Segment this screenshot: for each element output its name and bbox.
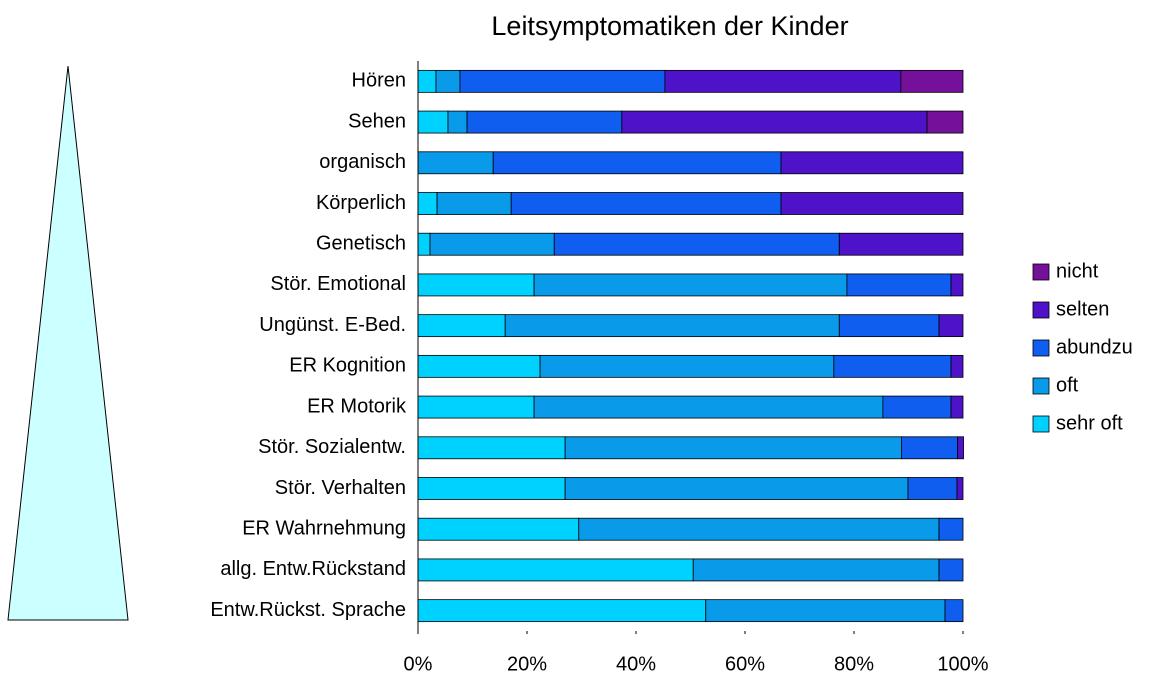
y-tick-label: Körperlich bbox=[316, 192, 406, 214]
legend-swatch bbox=[1032, 377, 1050, 395]
bar-segment bbox=[417, 232, 431, 256]
bar-segment bbox=[466, 110, 623, 134]
bar-segment bbox=[564, 436, 902, 460]
x-tick-label: 20% bbox=[507, 653, 547, 675]
bar-segment bbox=[417, 151, 494, 175]
bar-segment bbox=[938, 314, 964, 338]
bar-segment bbox=[950, 273, 964, 297]
bar-segment bbox=[564, 477, 909, 500]
decorative-triangle bbox=[7, 65, 129, 621]
y-tick-label: ER Kognition bbox=[289, 355, 406, 377]
y-tick-label: Ungünst. E-Bed. bbox=[259, 314, 406, 336]
chart-title: Leitsymptomatiken der Kinder bbox=[491, 11, 848, 41]
bar-segment bbox=[957, 436, 964, 460]
x-tick-label: 100% bbox=[937, 653, 988, 675]
bar-segment bbox=[447, 110, 468, 134]
y-tick-label: Stör. Verhalten bbox=[275, 477, 406, 499]
x-tick-label: 80% bbox=[834, 653, 874, 675]
bar-segment bbox=[533, 273, 848, 297]
legend-label: nicht bbox=[1056, 260, 1099, 282]
bar-segment bbox=[950, 395, 964, 419]
bar-segment bbox=[436, 192, 512, 215]
y-tick-label: Sehen bbox=[348, 110, 406, 132]
bar-segment bbox=[533, 395, 884, 419]
bar-segment bbox=[429, 232, 555, 256]
bar-segment bbox=[901, 436, 958, 460]
bar-segment bbox=[664, 69, 902, 93]
bar-segment bbox=[692, 558, 940, 582]
bar-segment bbox=[846, 273, 952, 297]
bar-segment bbox=[417, 558, 694, 582]
bar-segment bbox=[553, 232, 840, 256]
y-tick-label: organisch bbox=[319, 151, 406, 173]
bar-segment bbox=[417, 354, 541, 378]
bar-segment bbox=[539, 354, 835, 378]
bar-segment bbox=[417, 517, 580, 541]
bar-segment bbox=[780, 151, 964, 175]
bar-segment bbox=[417, 477, 566, 500]
bar-segment bbox=[956, 477, 964, 500]
bar-segment bbox=[938, 517, 964, 541]
bar-segment bbox=[435, 69, 461, 93]
legend-swatch bbox=[1032, 301, 1050, 319]
legend-label: sehr oft bbox=[1056, 412, 1123, 434]
bar-segment bbox=[417, 273, 535, 297]
bar-segment bbox=[907, 477, 958, 500]
bar-segment bbox=[417, 314, 506, 338]
bar-segment bbox=[838, 232, 964, 256]
bar-segment bbox=[492, 151, 782, 175]
bar-segment bbox=[417, 599, 707, 623]
legend-label: abundzu bbox=[1056, 336, 1133, 358]
legend-label: selten bbox=[1056, 298, 1109, 320]
bar-segment bbox=[621, 110, 928, 134]
y-tick-label: ER Motorik bbox=[307, 395, 407, 417]
y-tick-label: Genetisch bbox=[316, 232, 406, 254]
bar-segment bbox=[882, 395, 952, 419]
x-tick-label: 0% bbox=[404, 653, 433, 675]
bar-segment bbox=[459, 69, 666, 93]
y-tick-label: ER Wahrnehmung bbox=[242, 517, 406, 539]
bar-segment bbox=[417, 395, 535, 419]
bar-segment bbox=[417, 192, 438, 215]
bar-segment bbox=[504, 314, 840, 338]
legend-swatch bbox=[1032, 415, 1050, 433]
legend-label: oft bbox=[1056, 374, 1079, 396]
bar-segment bbox=[510, 192, 782, 215]
bar-segment bbox=[833, 354, 952, 378]
y-tick-label: Stör. Sozialentw. bbox=[258, 436, 406, 458]
bar-segment bbox=[838, 314, 940, 338]
y-tick-label: Stör. Emotional bbox=[270, 273, 406, 295]
bar-segment bbox=[417, 110, 449, 134]
bar-segment bbox=[705, 599, 946, 623]
y-tick-label: Hören bbox=[352, 70, 406, 92]
bar-segment bbox=[417, 69, 437, 93]
bar-segment bbox=[926, 110, 964, 134]
legend-swatch bbox=[1032, 263, 1050, 281]
bar-segment bbox=[938, 558, 964, 582]
bar-segment bbox=[578, 517, 940, 541]
x-tick-label: 60% bbox=[725, 653, 765, 675]
legend-swatch bbox=[1032, 339, 1050, 357]
bar-segment bbox=[944, 599, 964, 623]
bar-segment bbox=[417, 436, 566, 460]
bar-segment bbox=[780, 192, 964, 215]
x-tick-label: 40% bbox=[616, 653, 656, 675]
bar-segment bbox=[950, 354, 964, 378]
y-tick-label: allg. Entw.Rückstand bbox=[220, 558, 406, 580]
y-tick-label: Entw.Rückst. Sprache bbox=[210, 599, 406, 621]
bar-segment bbox=[900, 69, 964, 93]
